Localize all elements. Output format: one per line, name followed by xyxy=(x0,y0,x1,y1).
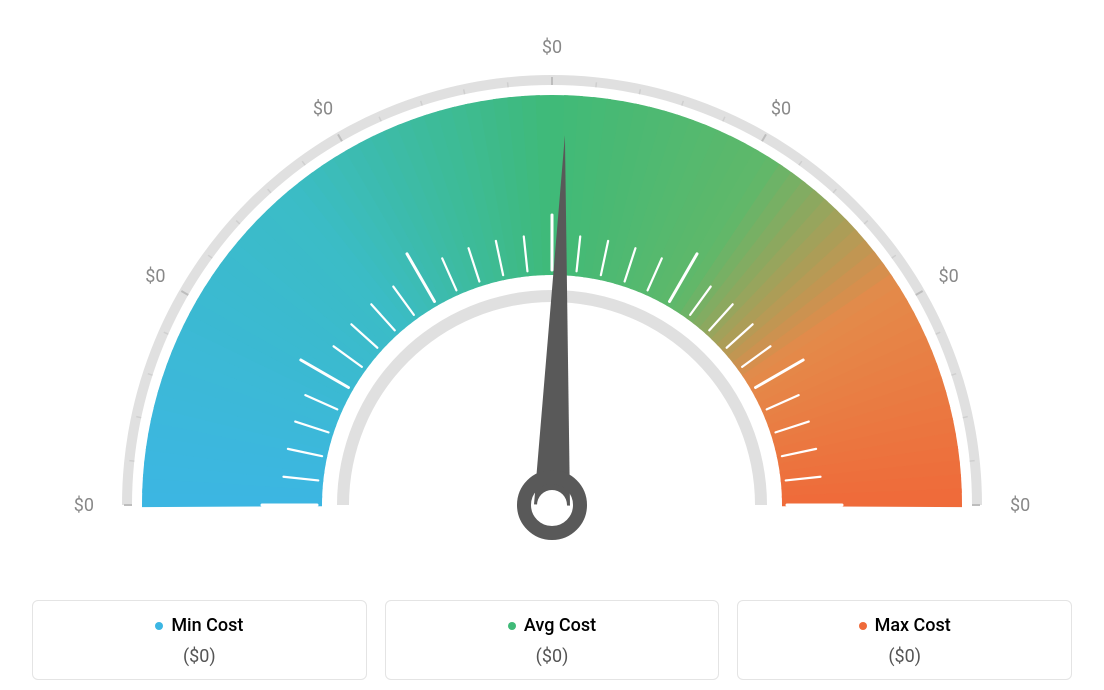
legend-title-max: Max Cost xyxy=(859,615,951,636)
legend-row: Min Cost ($0) Avg Cost ($0) Max Cost ($0… xyxy=(0,600,1104,681)
svg-text:$0: $0 xyxy=(145,266,165,287)
legend-card-min: Min Cost ($0) xyxy=(32,600,367,681)
legend-value-max: ($0) xyxy=(748,646,1061,667)
legend-title-avg: Avg Cost xyxy=(508,615,596,636)
legend-card-avg: Avg Cost ($0) xyxy=(385,600,720,681)
svg-text:$0: $0 xyxy=(939,266,959,287)
legend-title-min: Min Cost xyxy=(155,615,243,636)
svg-text:$0: $0 xyxy=(542,37,562,58)
svg-text:$0: $0 xyxy=(771,98,791,119)
svg-text:$0: $0 xyxy=(1010,495,1030,516)
legend-dot-max xyxy=(859,622,867,630)
svg-text:$0: $0 xyxy=(313,98,333,119)
legend-label-avg: Avg Cost xyxy=(524,615,596,636)
legend-label-min: Min Cost xyxy=(171,615,243,636)
legend-dot-avg xyxy=(508,622,516,630)
legend-value-avg: ($0) xyxy=(396,646,709,667)
legend-dot-min xyxy=(155,622,163,630)
legend-value-min: ($0) xyxy=(43,646,356,667)
legend-label-max: Max Cost xyxy=(875,615,951,636)
gauge-chart: $0 $0 $0 $0 $0 $0 $0 xyxy=(32,0,1072,560)
legend-card-max: Max Cost ($0) xyxy=(737,600,1072,681)
svg-text:$0: $0 xyxy=(74,495,94,516)
gauge-svg: $0 $0 $0 $0 $0 $0 $0 xyxy=(32,0,1072,560)
